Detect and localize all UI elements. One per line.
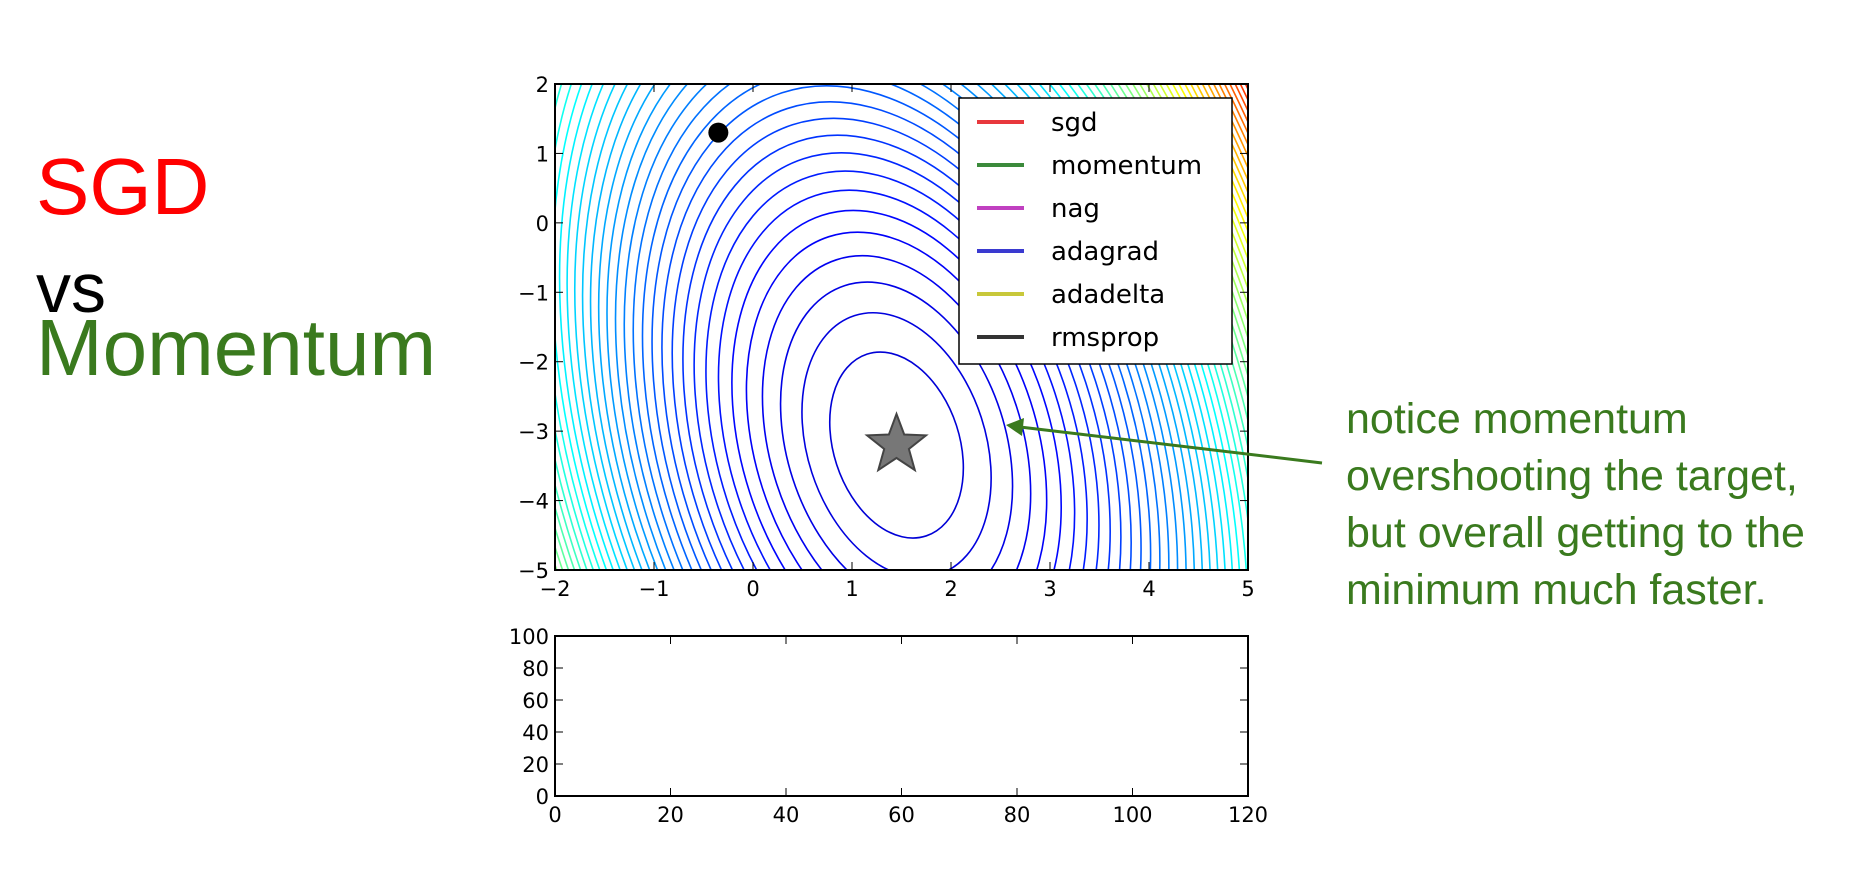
y-tick-label: −3 <box>518 420 549 444</box>
x-tick-label: 80 <box>1004 803 1031 827</box>
contour-line <box>682 134 1111 570</box>
contour-line <box>661 101 1132 570</box>
legend-label: momentum <box>1051 151 1202 181</box>
contour-line <box>641 84 1152 570</box>
y-tick-label: 1 <box>536 142 549 166</box>
x-tick-label: 1 <box>845 577 858 601</box>
y-tick-label: 100 <box>509 625 549 649</box>
y-tick-label: 80 <box>522 657 549 681</box>
contour-line <box>779 281 1014 570</box>
contour-line <box>801 311 992 570</box>
arrow-head <box>1006 418 1024 436</box>
annotation: notice momentum overshooting the target, b… <box>1006 395 1805 614</box>
x-tick-label: 0 <box>746 577 759 601</box>
legend-label: rmsprop <box>1051 323 1159 353</box>
title-momentum: Momentum <box>36 303 436 392</box>
y-tick-label: 20 <box>522 753 549 777</box>
contour-line <box>705 170 1088 570</box>
y-tick-label: 2 <box>536 73 549 97</box>
legend-box <box>958 97 1233 365</box>
axes: 0 20 40 60 80 100 120 0 20 40 60 80 100 <box>509 625 1268 827</box>
y-tick-label: −2 <box>518 351 549 375</box>
contour-line <box>651 85 1142 570</box>
title-vs: vs <box>36 249 106 327</box>
legend-label: adagrad <box>1051 237 1159 267</box>
contour-line <box>632 84 1161 570</box>
contour-line <box>614 84 1179 570</box>
y-tick-label: −1 <box>518 281 549 305</box>
contour-line <box>745 231 1048 570</box>
contour-line <box>623 84 1170 570</box>
minimum-star <box>864 411 929 473</box>
x-tick-label: −1 <box>639 577 670 601</box>
x-tick-label: 20 <box>657 803 684 827</box>
legend-label: nag <box>1051 194 1100 224</box>
x-tick-label: 0 <box>548 803 561 827</box>
title-sgd: SGD <box>36 142 209 231</box>
x-tick-label: 2 <box>944 577 957 601</box>
axes-frame <box>554 635 1249 797</box>
x-tick-label: 5 <box>1241 577 1254 601</box>
x-tick-label: 60 <box>888 803 915 827</box>
y-tick-label: 60 <box>522 689 549 713</box>
plots: sgd momentum nag adagrad adadelta rmsprop −2 −1… <box>509 73 1268 827</box>
x-tick-label: −2 <box>540 577 571 601</box>
y-tick-label: −4 <box>518 490 549 514</box>
contour-line <box>671 117 1122 570</box>
contour-line <box>828 351 965 539</box>
contour-line <box>555 84 1248 570</box>
x-tick-label: 3 <box>1043 577 1056 601</box>
y-tick-label: 0 <box>536 212 549 236</box>
x-tick-label: 120 <box>1228 803 1268 827</box>
legend-label: adadelta <box>1051 280 1165 310</box>
axes: sgd momentum nag adagrad adadelta rmsprop −2 −1… <box>518 73 1255 601</box>
contour-line <box>731 209 1062 570</box>
annotation-arrow <box>1019 425 1323 465</box>
annotation-line: but overall getting to the <box>1346 509 1805 557</box>
axes-frame <box>554 83 1249 571</box>
annotation-line: overshooting the target, <box>1346 452 1798 500</box>
contour-line <box>555 84 1248 570</box>
x-tick-label: 4 <box>1142 577 1155 601</box>
contour-line <box>717 189 1076 570</box>
contour-line <box>693 152 1100 570</box>
x-tick-label: 100 <box>1112 803 1152 827</box>
legend-label: sgd <box>1051 108 1098 138</box>
y-tick-label: −5 <box>518 559 549 583</box>
contour-line <box>761 254 1032 570</box>
contour-line <box>555 84 1248 570</box>
annotation-line: minimum much faster. <box>1346 566 1767 614</box>
start-point <box>708 122 729 143</box>
x-tick-label: 40 <box>773 803 800 827</box>
y-tick-label: 40 <box>522 721 549 745</box>
y-tick-label: 0 <box>536 785 549 809</box>
annotation-line: notice momentum <box>1346 395 1688 443</box>
